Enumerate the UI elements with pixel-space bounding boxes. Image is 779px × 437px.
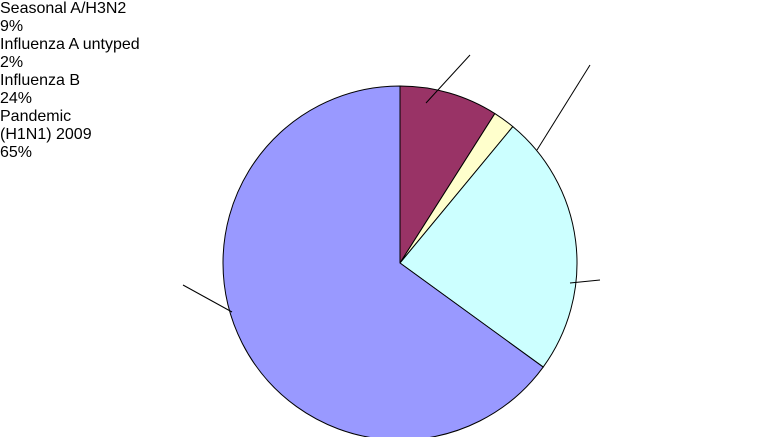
category-label: Influenza B (0, 72, 81, 89)
slice-label: Seasonal A/H3N2 9% (0, 0, 200, 36)
leader-line (536, 64, 591, 151)
category-label: Influenza A untyped (0, 36, 140, 53)
value-label: 9% (0, 18, 24, 35)
pie-slice (222, 85, 544, 437)
leader-line (569, 279, 601, 284)
value-label: 65% (0, 144, 33, 161)
slice-label: Pandemic (H1N1) 2009 65% (0, 108, 125, 162)
pie-slice (399, 125, 578, 368)
value-label: 2% (0, 54, 24, 71)
slice-label: Influenza A untyped 2% (0, 36, 220, 72)
category-label: Seasonal A/H3N2 (0, 0, 127, 17)
slice-label: Influenza B 24% (0, 72, 200, 108)
pie-slice (399, 85, 496, 265)
leader-line (425, 54, 471, 104)
value-label: 24% (0, 90, 33, 107)
leader-line (182, 284, 233, 313)
category-label: Pandemic (H1N1) 2009 (0, 108, 92, 143)
